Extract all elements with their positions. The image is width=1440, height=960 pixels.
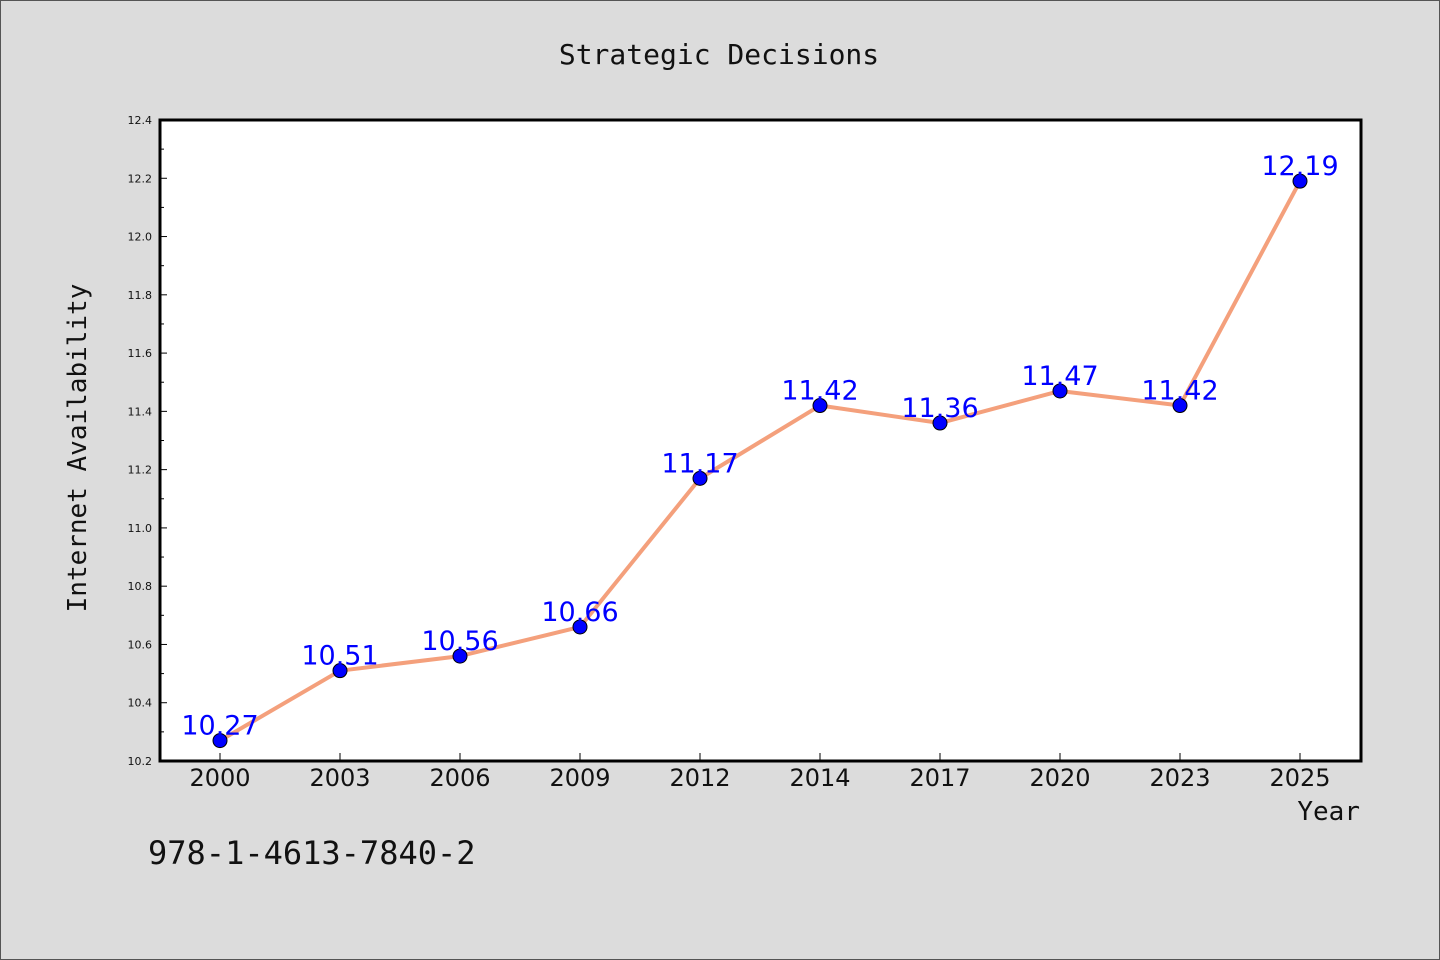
data-label: 11.47 bbox=[1021, 361, 1098, 392]
y-tick-label: 11.2 bbox=[128, 464, 153, 477]
y-tick-label: 10.2 bbox=[128, 755, 153, 768]
y-tick-label: 10.4 bbox=[128, 697, 153, 710]
data-label: 10.66 bbox=[541, 597, 618, 628]
data-point bbox=[1052, 383, 1068, 399]
x-tick-label: 2003 bbox=[309, 764, 370, 792]
y-tick-label: 12.2 bbox=[128, 172, 153, 185]
series-line bbox=[218, 180, 1302, 743]
x-tick-label: 2017 bbox=[909, 764, 970, 792]
data-label: 10.27 bbox=[181, 711, 258, 742]
data-label: 11.42 bbox=[1141, 376, 1218, 407]
data-label: 10.56 bbox=[421, 626, 498, 657]
data-point bbox=[572, 619, 588, 635]
x-tick-label: 2014 bbox=[789, 764, 850, 792]
data-point bbox=[932, 415, 948, 431]
data-point bbox=[1172, 398, 1188, 414]
y-tick-label: 11.0 bbox=[128, 522, 153, 535]
data-point bbox=[812, 398, 828, 414]
y-tick-label: 11.8 bbox=[128, 289, 153, 302]
data-point bbox=[692, 470, 708, 486]
data-point bbox=[212, 733, 228, 749]
x-tick-label: 2009 bbox=[549, 764, 610, 792]
data-label: 11.36 bbox=[901, 393, 978, 424]
data-label: 11.42 bbox=[781, 376, 858, 407]
x-tick-label: 2000 bbox=[189, 764, 250, 792]
y-tick-label: 10.6 bbox=[128, 638, 153, 651]
x-tick-label: 2025 bbox=[1269, 764, 1330, 792]
data-label: 12.19 bbox=[1261, 151, 1338, 182]
x-axis-label: Year bbox=[1297, 797, 1360, 827]
y-tick-label: 10.8 bbox=[128, 580, 153, 593]
x-tick-label: 2020 bbox=[1029, 764, 1090, 792]
data-label: 11.17 bbox=[661, 448, 738, 479]
x-tick-label: 2012 bbox=[669, 764, 730, 792]
chart-title: Strategic Decisions bbox=[559, 38, 879, 71]
data-label-group: 10.27 10.51 10.56 10.66 11.17 11.42 11.36 11.47… bbox=[181, 151, 1338, 741]
y-tick-label: 11.4 bbox=[128, 405, 153, 418]
y-axis-label: Internet Availability bbox=[63, 284, 93, 613]
x-tick-label: 2006 bbox=[429, 764, 490, 792]
data-label: 10.51 bbox=[301, 641, 378, 672]
y-axis: 10.2 10.4 10.6 10.8 11.0 11.2 11.4 11.6 11.8 12.0… bbox=[128, 114, 167, 768]
data-point bbox=[1292, 173, 1308, 189]
y-tick-label: 12.0 bbox=[128, 231, 153, 244]
x-tick-label: 2023 bbox=[1149, 764, 1210, 792]
data-point bbox=[332, 663, 348, 679]
y-tick-label: 12.4 bbox=[128, 114, 153, 127]
data-point bbox=[452, 648, 468, 664]
isbn-text: 978-1-4613-7840-2 bbox=[148, 834, 476, 872]
series-group bbox=[212, 173, 1308, 749]
y-tick-label: 11.6 bbox=[128, 347, 153, 360]
x-axis: 2000 2003 2006 2009 2012 2014 2017 2020 2023 2025 bbox=[189, 753, 1331, 792]
